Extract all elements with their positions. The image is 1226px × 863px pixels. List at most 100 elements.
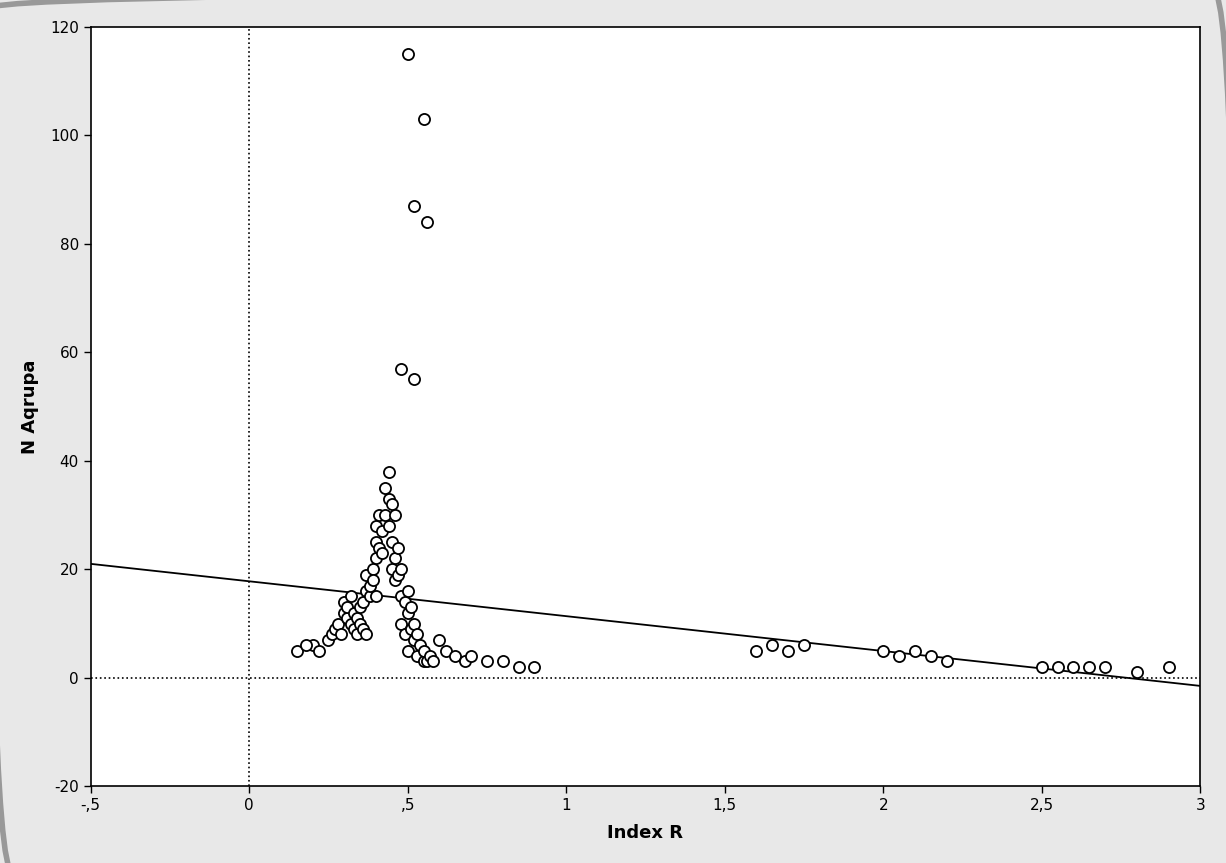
Point [357, 627, 376, 641]
Point [1064, 660, 1084, 674]
Point [375, 481, 395, 494]
Point [889, 649, 908, 663]
Point [321, 627, 341, 641]
Point [405, 373, 424, 387]
Point [383, 497, 402, 511]
Point [389, 541, 408, 555]
X-axis label: Index R: Index R [607, 824, 683, 842]
Point [493, 654, 512, 668]
Point [375, 508, 395, 522]
Point [445, 649, 465, 663]
Point [1095, 660, 1114, 674]
Point [937, 654, 956, 668]
Point [405, 633, 424, 646]
Point [341, 589, 360, 603]
Point [379, 492, 398, 506]
Point [779, 644, 798, 658]
Point [417, 215, 436, 229]
Point [1127, 665, 1146, 679]
Point [921, 649, 940, 663]
Point [429, 633, 449, 646]
Point [794, 639, 814, 652]
Point [373, 546, 392, 560]
Point [383, 535, 402, 549]
Point [421, 649, 440, 663]
Point [351, 617, 370, 631]
Point [367, 535, 386, 549]
Point [383, 563, 402, 576]
Point [477, 654, 497, 668]
Point [353, 622, 373, 636]
Point [319, 633, 338, 646]
Point [398, 644, 418, 658]
Point [405, 199, 424, 213]
Point [1048, 660, 1068, 674]
Point [401, 601, 421, 614]
Point [353, 595, 373, 608]
Point [1032, 660, 1052, 674]
Point [391, 617, 411, 631]
Y-axis label: N Aqrupa: N Aqrupa [21, 359, 39, 454]
Point [337, 611, 357, 625]
Point [398, 47, 418, 61]
Point [287, 644, 306, 658]
Point [423, 654, 443, 668]
Point [367, 551, 386, 565]
Point [389, 568, 408, 582]
Point [411, 639, 430, 652]
Point [391, 563, 411, 576]
Point [385, 551, 405, 565]
Point [391, 589, 411, 603]
Point [763, 639, 782, 652]
Point [413, 644, 433, 658]
Point [297, 639, 316, 652]
Point [391, 362, 411, 375]
Point [407, 627, 427, 641]
Point [341, 617, 360, 631]
Point [747, 644, 766, 658]
Point [347, 611, 367, 625]
Point [395, 627, 414, 641]
Point [379, 519, 398, 532]
Point [395, 595, 414, 608]
Point [509, 660, 528, 674]
Point [455, 654, 474, 668]
Point [369, 508, 389, 522]
Point [385, 573, 405, 587]
Point [401, 622, 421, 636]
Point [385, 508, 405, 522]
Point [407, 649, 427, 663]
Point [369, 541, 389, 555]
Point [905, 644, 924, 658]
Point [357, 568, 376, 582]
Point [363, 563, 383, 576]
Point [1080, 660, 1100, 674]
Point [309, 644, 329, 658]
Point [461, 649, 481, 663]
Point [335, 606, 354, 620]
Point [413, 654, 433, 668]
Point [873, 644, 893, 658]
Point [363, 573, 383, 587]
Point [367, 589, 386, 603]
Point [417, 654, 436, 668]
Point [303, 639, 322, 652]
Point [347, 627, 367, 641]
Point [337, 601, 357, 614]
Point [413, 112, 433, 126]
Point [373, 525, 392, 539]
Point [345, 622, 364, 636]
Point [325, 622, 345, 636]
Point [1159, 660, 1178, 674]
Point [398, 584, 418, 598]
Point [398, 606, 418, 620]
Point [357, 584, 376, 598]
Point [329, 617, 348, 631]
Point [335, 595, 354, 608]
Point [379, 465, 398, 479]
Point [436, 644, 456, 658]
Point [525, 660, 544, 674]
Point [351, 601, 370, 614]
Point [367, 519, 386, 532]
Point [405, 617, 424, 631]
